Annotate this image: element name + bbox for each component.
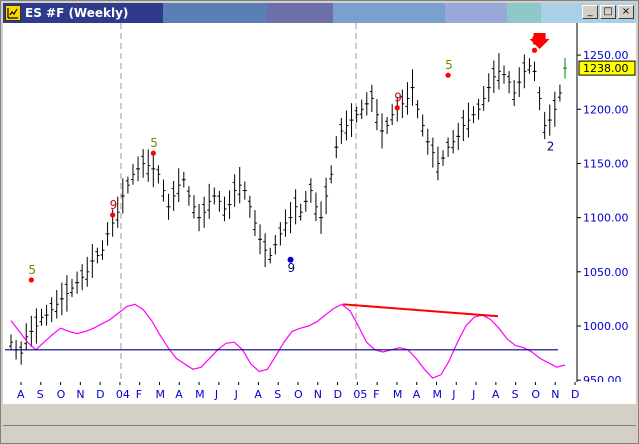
title-bar[interactable]: ES #F (Weekly) _ □ × [3,3,636,23]
x-tick-label: D [96,388,104,401]
y-tick-label: 1100.00 [583,212,629,225]
y-tick-label: 1150.00 [583,157,629,170]
close-button[interactable]: × [618,5,634,19]
x-tick-label: J [471,388,475,401]
signal-dot [28,277,34,283]
sequential-count-label: 2 [547,139,555,153]
x-tick-label: F [373,388,379,401]
signal-dot [445,72,451,78]
title-band [333,3,445,23]
x-tick-label: S [512,388,519,401]
signal-dot [110,212,116,218]
status-bar [3,425,636,441]
oscillator-line [10,303,566,379]
x-tick-label: 05 [353,388,367,401]
x-tick-label: J [214,388,218,401]
x-tick-label: J [451,388,455,401]
sequential-count-label: 5 [445,58,453,72]
chart-glyph-icon [7,8,18,19]
x-tick-label: O [57,388,66,401]
x-tick-label: J [234,388,238,401]
x-tick-label: M [433,388,443,401]
signal-dot [287,256,294,263]
x-tick-label: F [136,388,142,401]
last-price-box [578,60,636,76]
window-title: ES #F (Weekly) [25,6,129,20]
x-tick-label: N [76,388,84,401]
x-tick-label: M [195,388,205,401]
y-tick-label: 1050.00 [583,266,629,279]
sequential-count-label: 9 [110,198,118,212]
x-tick-label: M [393,388,403,401]
sequential-count-label: 9 [394,91,402,105]
y-tick-label: 1250.00 [583,49,629,62]
y-tick-label: 1000.00 [583,320,629,333]
last-price-label: 1238.00 [583,62,629,75]
chart-icon[interactable] [5,5,21,21]
x-tick-label: M [156,388,166,401]
x-tick-label: A [17,388,25,401]
signal-dot [394,105,400,111]
x-tick-label: S [37,388,44,401]
x-tick-label: O [531,388,540,401]
window-controls: _ □ × [582,5,634,19]
x-axis-svg: A S O N D 04 F M A M J J A S O N D 05 F M A M J J A S O N D [17,382,579,401]
horizontal-scrollbar[interactable] [3,405,636,423]
divergence-trendline [342,303,499,318]
title-band [445,3,507,23]
x-tick-label: O [294,388,303,401]
x-tick-label: 04 [116,388,130,401]
x-tick-label: S [274,388,281,401]
x-tick-label: A [413,388,421,401]
sell-arrow-icon [529,33,550,49]
x-tick-label: A [492,388,500,401]
chart-area[interactable]: 1250.00 1200.00 1150.00 1100.00 1050.00 1000.… [3,23,636,403]
maximize-button[interactable]: □ [600,5,616,19]
title-band [267,3,333,23]
price-chart-svg[interactable]: 1250.00 1200.00 1150.00 1100.00 1050.00 1000.… [3,23,636,403]
x-tick-label: N [314,388,322,401]
x-axis: A S O N D 04 F M A M J J A S O N D 05 F M A M J J A S O N D [3,382,636,404]
title-band [3,3,163,23]
title-band [163,3,267,23]
x-tick-label: A [175,388,183,401]
minimize-button[interactable]: _ [582,5,598,19]
sequential-count-label: 5 [28,263,36,277]
sequential-count-label: 9 [288,261,296,275]
x-tick-label: D [571,388,579,401]
x-tick-label: N [551,388,559,401]
sequential-count-label: 5 [150,136,158,150]
signal-dot [150,150,156,156]
x-tick-label: D [334,388,342,401]
x-tick-label: A [254,388,262,401]
title-band [507,3,541,23]
signal-dot [531,47,538,53]
y-tick-label: 1200.00 [583,103,629,116]
